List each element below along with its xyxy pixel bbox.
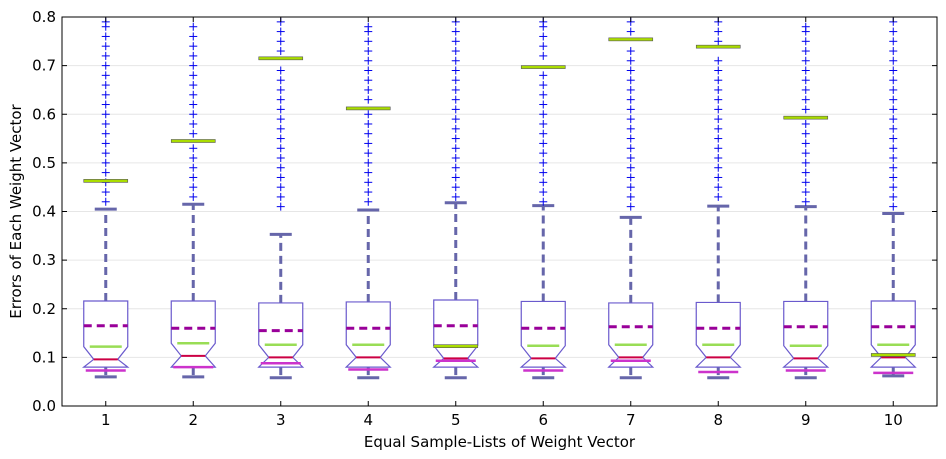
box-1: [82, 17, 130, 379]
box-6: [519, 17, 567, 380]
x-tick-label: 3: [276, 411, 286, 429]
box-2: [169, 22, 217, 379]
extra-line-marker: [870, 353, 916, 357]
y-tick-label: 0.5: [32, 154, 56, 172]
extra-line-marker: [608, 37, 654, 42]
box-9: [782, 22, 830, 380]
x-tick-label: 9: [801, 411, 811, 429]
x-tick-label: 7: [626, 411, 636, 429]
box-body: [519, 300, 567, 368]
x-tick-label: 4: [363, 411, 373, 429]
y-axis-label: Errors of Each Weight Vector: [7, 103, 25, 318]
x-tick-label: 2: [188, 411, 198, 429]
box-body: [607, 302, 655, 368]
x-axis-label: Equal Sample-Lists of Weight Vector: [364, 433, 636, 451]
y-tick-label: 0.0: [32, 397, 56, 415]
extra-line-marker: [345, 106, 391, 111]
box-body: [344, 301, 392, 368]
box-10: [869, 17, 917, 378]
y-tick-label: 0.3: [32, 251, 56, 269]
box-body: [169, 300, 217, 368]
box-5: [432, 17, 480, 380]
box-8: [694, 17, 742, 380]
x-tick-label: 1: [101, 411, 111, 429]
x-tick-label: 8: [713, 411, 723, 429]
box-body: [782, 300, 830, 368]
boxes: [82, 17, 917, 380]
box-3: [257, 17, 305, 380]
box-body: [432, 299, 480, 368]
y-tick-label: 0.1: [32, 348, 56, 366]
x-axis-ticks: 1 2 3 4 5 6 7 8 9 10: [101, 17, 903, 429]
box-7: [607, 17, 655, 380]
y-tick-label: 0.8: [32, 8, 56, 26]
y-tick-label: 0.6: [32, 105, 56, 123]
box-body: [694, 301, 742, 368]
y-tick-label: 0.7: [32, 57, 56, 75]
extra-line-marker: [520, 65, 566, 69]
x-tick-label: 5: [451, 411, 461, 429]
extra-line-marker: [83, 179, 129, 183]
x-tick-label: 6: [538, 411, 548, 429]
box-4: [344, 22, 392, 380]
y-axis-ticks: 0.0 0.1 0.2 0.3 0.4 0.5 0.6 0.7 0.8: [32, 8, 937, 415]
extra-line-marker: [783, 115, 829, 120]
extra-line-marker: [433, 344, 479, 348]
y-tick-label: 0.4: [32, 203, 56, 221]
box-body: [82, 300, 130, 368]
extra-line-marker: [170, 139, 216, 143]
x-tick-label: 10: [884, 411, 903, 429]
extra-line-marker: [695, 44, 741, 49]
extra-line-marker: [258, 56, 304, 61]
y-tick-label: 0.2: [32, 300, 56, 318]
